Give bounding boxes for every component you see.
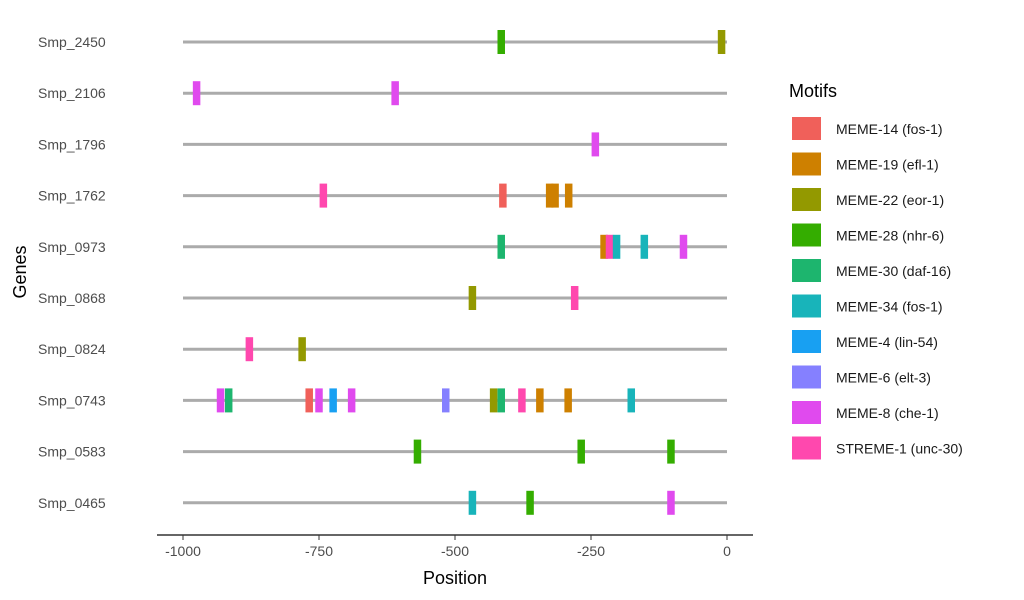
- legend-label: MEME-14 (fos-1): [836, 121, 943, 137]
- motif-mark: [305, 388, 313, 413]
- legend-swatch: [792, 294, 821, 318]
- legend-label: MEME-28 (nhr-6): [836, 228, 944, 244]
- motif-mark: [591, 132, 600, 157]
- gene-label: Smp_0465: [38, 495, 106, 511]
- motif-mark: [192, 81, 201, 106]
- legend-title: Motifs: [789, 81, 837, 101]
- legend-swatch: [792, 330, 821, 353]
- motif-mark: [224, 388, 233, 413]
- x-axis-title: Position: [423, 568, 487, 588]
- legend-swatch: [792, 365, 821, 389]
- x-tick-label: 0: [723, 543, 731, 559]
- motif-mark: [536, 388, 544, 413]
- legend: MEME-14 (fos-1) MEME-19 (efl-1) MEME-22 (e…: [792, 117, 963, 460]
- legend-swatch: [792, 188, 821, 211]
- motif-mark: [564, 388, 572, 413]
- x-tick-label: -1000: [165, 543, 201, 559]
- motif-mark: [413, 439, 422, 464]
- gene-label: Smp_1762: [38, 188, 106, 204]
- legend-swatch: [792, 117, 821, 140]
- gene-tracks: [183, 30, 727, 515]
- gene-label: Smp_0743: [38, 392, 106, 408]
- gene-label: Smp_0868: [38, 290, 106, 306]
- motif-mark: [627, 388, 636, 413]
- motif-mark: [315, 388, 323, 413]
- legend-swatch: [792, 223, 821, 247]
- motif-mark: [564, 183, 573, 208]
- legend-label: STREME-1 (unc-30): [836, 441, 963, 457]
- motif-mark: [391, 81, 399, 106]
- motif-mark: [298, 337, 306, 362]
- motif-mark: [717, 30, 726, 54]
- y-axis-title: Genes: [10, 245, 30, 298]
- legend-label: MEME-22 (eor-1): [836, 192, 944, 208]
- legend-swatch: [792, 259, 821, 282]
- legend-label: MEME-4 (lin-54): [836, 334, 938, 350]
- legend-swatch: [792, 401, 821, 424]
- motif-mark: [667, 490, 675, 515]
- motif-mark: [612, 234, 621, 259]
- legend-label: MEME-30 (daf-16): [836, 263, 951, 279]
- motif-mark: [216, 388, 225, 413]
- motif-mark: [497, 234, 505, 259]
- motif-mark: [545, 183, 554, 208]
- legend-label: MEME-6 (elt-3): [836, 370, 931, 386]
- motif-mark: [605, 234, 614, 259]
- motif-mark: [526, 490, 534, 515]
- motif-mark: [640, 234, 649, 259]
- motif-mark: [497, 30, 505, 54]
- motif-mark: [551, 183, 559, 208]
- motif-mark: [570, 286, 579, 310]
- x-tick-label: -500: [441, 543, 469, 559]
- motif-mark: [468, 286, 477, 310]
- legend-swatch: [792, 152, 821, 176]
- gene-label: Smp_1796: [38, 136, 106, 152]
- motif-mark: [577, 439, 585, 464]
- motif-mark: [468, 490, 477, 515]
- x-axis-ticks: -1000 -750 -500 -250 0: [165, 535, 731, 559]
- legend-label: MEME-8 (che-1): [836, 405, 939, 421]
- x-tick-label: -250: [577, 543, 605, 559]
- motif-mark: [518, 388, 526, 413]
- motif-mark: [245, 337, 254, 362]
- motif-mark: [679, 234, 688, 259]
- legend-label: MEME-19 (efl-1): [836, 157, 939, 173]
- gene-label: Smp_0973: [38, 239, 106, 255]
- gene-labels: Smp_2450 Smp_2106 Smp_1796 Smp_1762 Smp_0973…: [38, 34, 106, 511]
- motif-mark: [319, 183, 328, 208]
- motif-mark: [667, 439, 675, 464]
- motif-mark: [329, 388, 337, 413]
- gene-label: Smp_0824: [38, 341, 106, 357]
- gene-label: Smp_2106: [38, 85, 106, 101]
- gene-label: Smp_2450: [38, 34, 106, 50]
- gene-label: Smp_0583: [38, 444, 106, 460]
- legend-swatch: [792, 436, 821, 460]
- x-tick-label: -750: [305, 543, 333, 559]
- motif-mark: [489, 388, 498, 413]
- legend-label: MEME-34 (fos-1): [836, 299, 943, 315]
- motif-mark: [600, 234, 608, 259]
- motif-mark: [442, 388, 450, 413]
- motif-mark: [497, 388, 505, 413]
- motif-mark: [347, 388, 356, 413]
- motif-mark: [499, 183, 507, 208]
